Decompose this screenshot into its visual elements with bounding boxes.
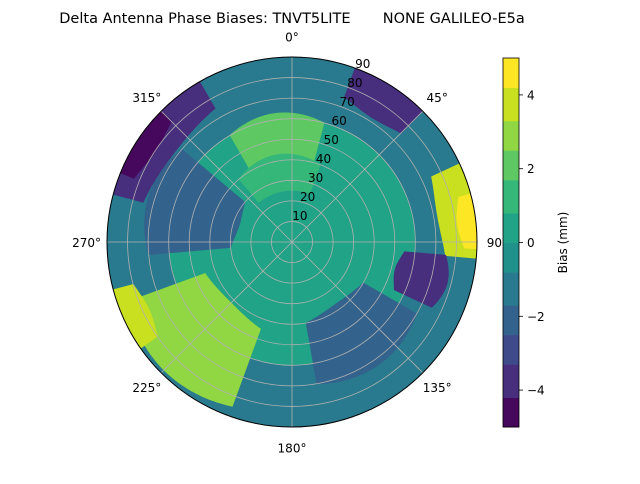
colorbar-band: [503, 397, 519, 428]
colorbar-tick-label: −4: [527, 384, 545, 398]
colorbar-band: [503, 87, 519, 122]
azimuth-gridline: [160, 241, 293, 374]
azimuth-gridline: [291, 110, 424, 243]
polar-grid: [107, 57, 477, 427]
radial-tick-label: 10: [292, 209, 307, 223]
colorbar-band: [503, 242, 519, 273]
radial-tick-label: 20: [300, 190, 315, 204]
radial-tick-label: 60: [332, 114, 347, 128]
azimuth-gridline: [160, 110, 293, 243]
polar-frame: [106, 56, 478, 428]
azimuth-tick-label: 0°: [285, 31, 299, 45]
colorbar-band: [503, 150, 519, 181]
colorbar-band: [503, 179, 519, 214]
radial-tick-label: 70: [339, 95, 354, 109]
azimuth-tick-label: 315°: [132, 91, 161, 105]
azimuth-tick-label: 135°: [423, 381, 452, 395]
radial-tick-label: 40: [316, 152, 331, 166]
colorbar-tick-label: −2: [527, 310, 545, 324]
colorbar-band: [503, 305, 519, 336]
azimuth-gridline: [291, 241, 424, 374]
colorbar-label: Bias (mm): [556, 212, 570, 274]
radial-tick-label: 90: [355, 57, 370, 71]
colorbar-tick-label: 4: [527, 88, 535, 102]
radial-tick-label: 80: [347, 76, 362, 90]
colorbar-tick-label: 2: [527, 162, 535, 176]
azimuth-tick-label: 225°: [132, 381, 161, 395]
colorbar-tick-label: 0: [527, 236, 535, 250]
colorbar-band: [503, 272, 519, 306]
azimuth-tick-label: 270°: [72, 236, 101, 250]
colorbar-band: [503, 334, 519, 365]
contour-region-east-dark: [393, 251, 449, 308]
colorbar-band: [503, 120, 519, 151]
radial-tick-label: 50: [324, 133, 339, 147]
colorbar-band: [503, 213, 519, 243]
plot-area: 0°45°90°135°180°225°270°315°102030405060…: [72, 31, 508, 456]
chart-title: Delta Antenna Phase Biases: TNVT5LITE NO…: [59, 11, 524, 27]
azimuth-tick-label: 180°: [278, 441, 307, 455]
radial-tick-label: 30: [308, 171, 323, 185]
colorbar-band: [503, 364, 519, 398]
azimuth-tick-label: 45°: [427, 91, 448, 105]
colorbar-band: [503, 58, 519, 88]
colorbar: −4 −2 0 2 4: [502, 57, 545, 428]
